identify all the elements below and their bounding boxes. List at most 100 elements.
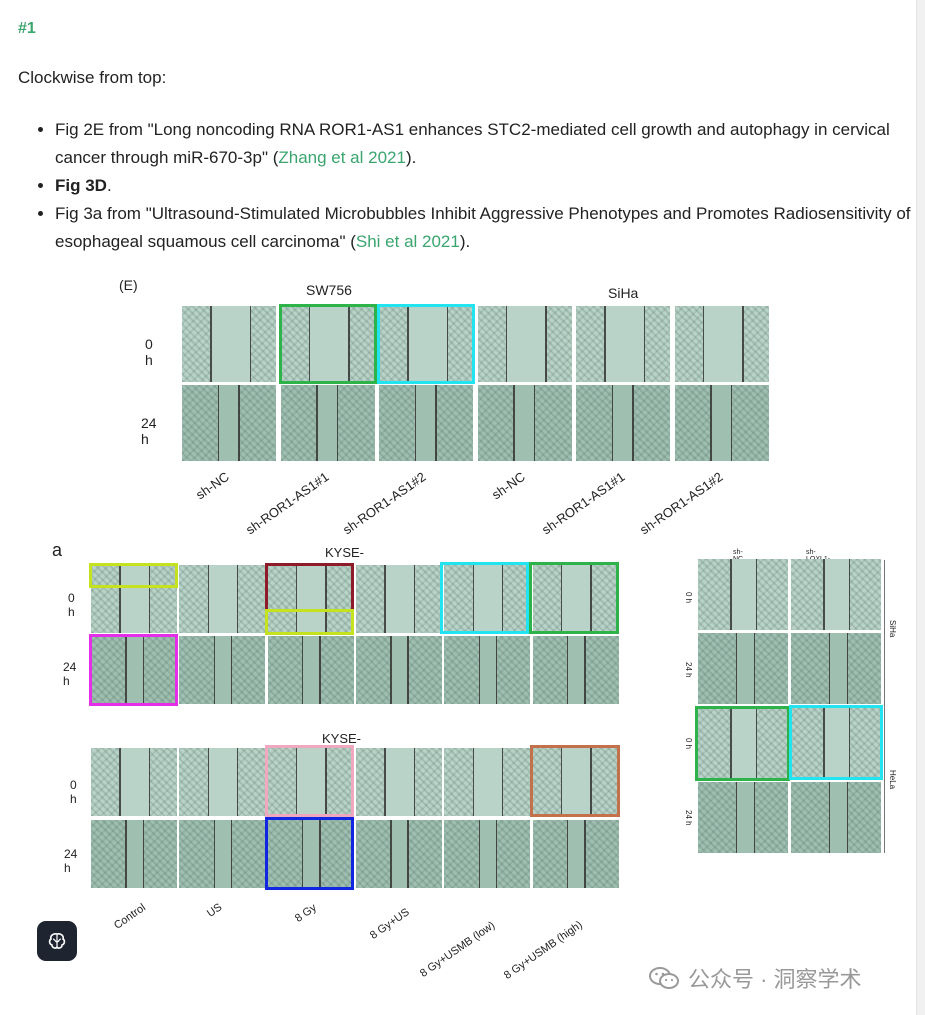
group-label: SiHa (888, 620, 897, 638)
micrograph (444, 748, 531, 816)
micrograph (698, 633, 788, 704)
item-suffix: ). (459, 232, 471, 251)
micrograph (182, 306, 276, 382)
highlight-box-magenta (89, 634, 178, 706)
micrograph (532, 820, 619, 888)
highlight-box-green (529, 562, 619, 634)
panel-label: a (52, 540, 63, 560)
micrograph (791, 633, 881, 704)
highlight-box-cyan (789, 705, 883, 780)
col-label: 8 Gy+USMB (high) (502, 918, 585, 982)
micrograph (791, 559, 881, 630)
col-label: sh-ROR1-AS1#2 (637, 469, 726, 538)
col-label: sh-NC (489, 468, 528, 503)
group-bracket (884, 560, 885, 853)
item-bold: Fig 3D (55, 176, 107, 195)
micrograph (698, 782, 788, 853)
micrograph (267, 636, 354, 704)
panel-label: (E) (119, 277, 138, 293)
micrograph (267, 748, 354, 816)
col-label: sh-ROR1-AS1#1 (243, 469, 332, 538)
highlight-box-brown (530, 745, 620, 817)
row-label: 24 h (141, 415, 157, 447)
brain-button[interactable] (37, 921, 77, 961)
micrograph (182, 385, 276, 461)
item-text: Fig 3a from "Ultrasound-Stimulated Micro… (55, 204, 911, 251)
intro-text: Clockwise from top: (18, 68, 167, 87)
item-suffix: ). (405, 148, 417, 167)
micrograph (532, 565, 619, 633)
row-label: 0 h (684, 738, 693, 750)
micrograph (280, 385, 375, 461)
row-label: 24 h (63, 660, 77, 688)
micrograph (355, 565, 442, 633)
highlight-box-lime (265, 609, 354, 635)
micrograph (477, 306, 572, 382)
micrograph (698, 708, 788, 779)
micrograph (179, 748, 266, 816)
micrograph (532, 748, 619, 816)
micrograph (444, 820, 531, 888)
col-label: 8 Gy+USMB (low) (418, 919, 498, 980)
row-label: 0 h (684, 592, 693, 604)
micrograph (179, 636, 266, 704)
micrograph (355, 748, 442, 816)
highlight-box-lime (89, 563, 178, 588)
micrograph (91, 636, 177, 704)
row-label: 0 h (145, 336, 153, 368)
scrollbar[interactable] (916, 0, 925, 1015)
col-label: sh-ROR1-AS1#1 (539, 469, 628, 538)
micrograph (355, 636, 442, 704)
micrograph (179, 565, 266, 633)
col-label: 8 Gy+US (368, 906, 412, 942)
highlight-box-green (279, 304, 377, 384)
micrograph (444, 636, 531, 704)
micrograph (179, 820, 266, 888)
col-label: Control (112, 901, 148, 932)
micrograph (791, 782, 881, 853)
micrograph (674, 385, 769, 461)
row-label: 24 h (64, 847, 78, 875)
item-suffix: . (106, 176, 112, 195)
col-label: US (205, 901, 225, 920)
figure-list: Fig 2E from "Long noncoding RNA ROR1-AS1… (28, 116, 925, 256)
micrograph (379, 306, 473, 382)
highlight-box-cyan (440, 562, 529, 634)
wechat-icon (649, 967, 679, 989)
micrograph (91, 748, 177, 816)
row-label: 0 h (68, 591, 75, 619)
row-label: 24 h (684, 810, 693, 826)
item-text: Fig 2E from "Long noncoding RNA ROR1-AS1… (55, 120, 890, 167)
post-number: #1 (18, 20, 36, 37)
micrograph (698, 559, 788, 630)
micrograph (791, 708, 881, 779)
list-item: Fig 3a from "Ultrasound-Stimulated Micro… (55, 200, 925, 256)
micrograph (267, 565, 354, 633)
citation-link[interactable]: Zhang et al 2021 (278, 148, 406, 167)
micrograph (674, 306, 769, 382)
citation-link[interactable]: Shi et al 2021 (355, 232, 460, 251)
micrograph (477, 385, 572, 461)
list-item: Fig 3D. (55, 172, 925, 200)
col-label: sh-NC (193, 468, 232, 503)
row-label: 0 h (70, 778, 77, 806)
col-label: 8 Gy (293, 901, 319, 925)
micrograph (576, 385, 670, 461)
col-label: sh-ROR1-AS1#2 (340, 469, 429, 538)
group-label: SW756 (306, 282, 352, 298)
highlight-box-green (695, 706, 790, 781)
micrograph (379, 385, 473, 461)
watermark: 公众号 · 洞察学术 (688, 967, 862, 992)
row-label: 24 h (684, 662, 693, 678)
group-label: SiHa (608, 285, 639, 301)
micrograph (532, 636, 619, 704)
micrograph (91, 820, 177, 888)
highlight-box-blue (265, 817, 354, 890)
micrograph (355, 820, 442, 888)
highlight-box-cyan (377, 304, 475, 384)
list-item: Fig 2E from "Long noncoding RNA ROR1-AS1… (55, 116, 925, 172)
micrograph (267, 820, 354, 888)
micrograph (576, 306, 670, 382)
micrograph (444, 565, 531, 633)
group-label: HeLa (888, 770, 897, 790)
